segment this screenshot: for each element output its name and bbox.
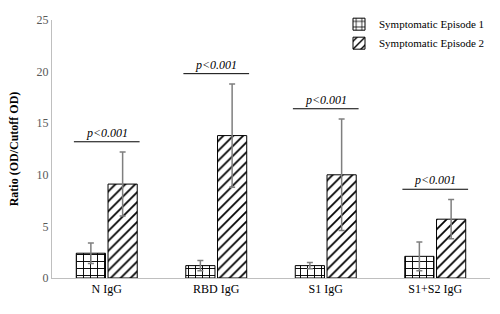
svg-text:p<0.001: p<0.001: [195, 58, 237, 72]
svg-text:Symptomatic Episode 1: Symptomatic Episode 1: [379, 18, 484, 30]
svg-text:0: 0: [43, 271, 49, 285]
svg-text:Symptomatic Episode 2: Symptomatic Episode 2: [379, 37, 484, 49]
svg-text:10: 10: [37, 168, 49, 182]
svg-text:p<0.001: p<0.001: [305, 93, 347, 107]
svg-text:15: 15: [37, 116, 49, 130]
svg-text:p<0.001: p<0.001: [86, 126, 128, 140]
svg-text:Ratio (OD/Cutoff OD): Ratio (OD/Cutoff OD): [7, 92, 21, 207]
svg-text:S1 IgG: S1 IgG: [309, 282, 344, 296]
svg-text:RBD IgG: RBD IgG: [193, 282, 240, 296]
svg-text:p<0.001: p<0.001: [414, 173, 456, 187]
svg-text:20: 20: [37, 65, 49, 79]
svg-text:N IgG: N IgG: [92, 282, 123, 296]
svg-text:5: 5: [43, 220, 49, 234]
svg-text:S1+S2 IgG: S1+S2 IgG: [408, 282, 462, 296]
svg-text:25: 25: [37, 13, 49, 27]
